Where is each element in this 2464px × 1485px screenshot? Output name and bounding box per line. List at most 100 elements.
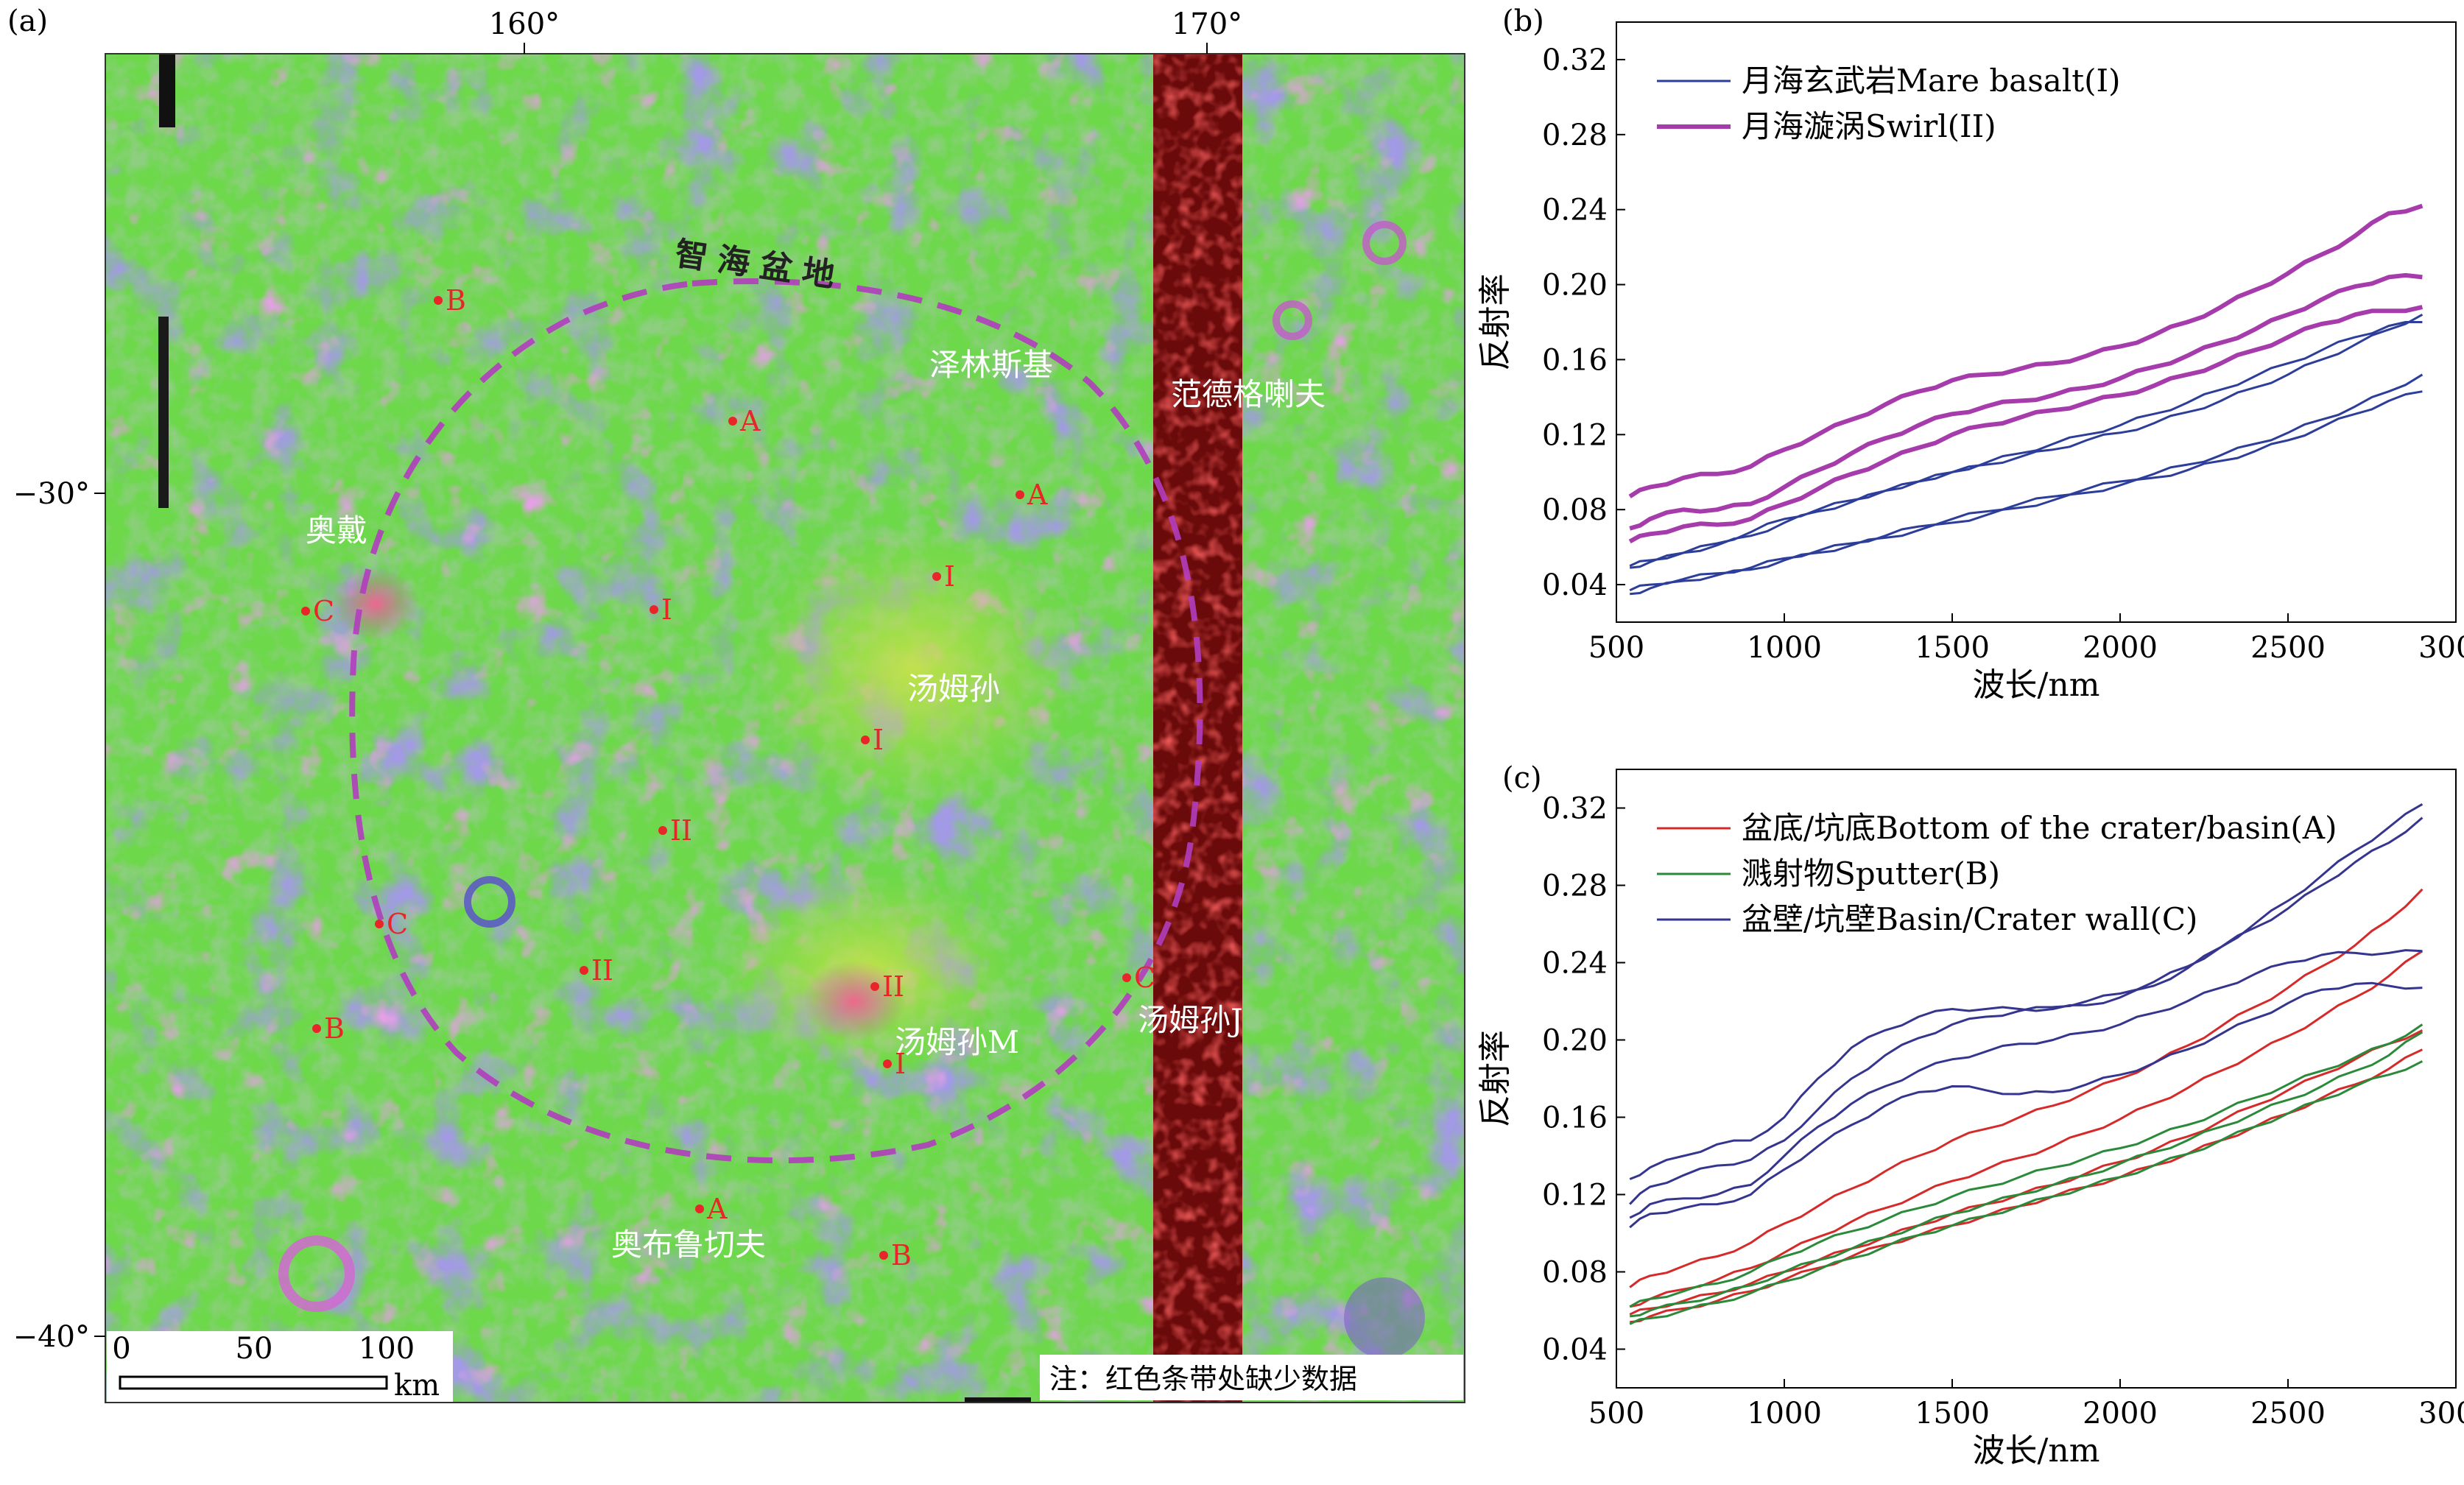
map-frame [105,53,1465,1403]
scale-bar-line [119,1375,388,1390]
scale-unit: km [394,1369,440,1403]
sample-point-dot [861,736,870,744]
y-tick-label: 0.12 [1542,418,1608,452]
map-lon-axis: 160° 170° [489,7,1242,54]
x-axis-label: 波长/nm [1973,1432,2100,1470]
y-tick-label: 0.08 [1542,1256,1608,1290]
place-name-obruchev: 奥布鲁切夫 [611,1227,766,1263]
sample-point-dot [932,572,941,581]
scale-tick-label: 100 [359,1332,415,1366]
x-tick-label: 2500 [2250,631,2326,665]
scale-tick-label: 50 [236,1332,273,1366]
sample-point: A [1015,479,1048,511]
panel-label-b: (b) [1502,4,1544,38]
x-tick-label: 1000 [1747,1397,1822,1431]
sample-point-dot [1122,973,1131,982]
sample-point-label: B [446,284,466,317]
sample-point: A [728,405,761,437]
series-line-II [1628,203,2423,498]
series-line-II [1629,272,2423,531]
legend-label: 盆壁/坑壁Basin/Crater wall(C) [1742,901,2197,937]
legend-label: 月海漩涡Swirl(II) [1742,108,1996,144]
sample-point: C [301,595,334,627]
series-line-II [1628,305,2423,544]
y-tick-label: 0.32 [1542,792,1608,826]
y-tick-label: 0.04 [1542,568,1608,602]
y-tick-label: 0.28 [1542,119,1608,152]
series-line-C [1629,949,2423,1219]
lat-tick-label: −30° [13,477,90,511]
series-line-C [1629,803,2423,1180]
x-tick-label: 3000 [2418,1397,2464,1431]
chart-c: 500 1000 1500 2000 2500 3000 0.04 0.08 0.12 0.16 0… [1476,769,2464,1470]
basin-rim-dashed [349,278,1203,1164]
sample-point-label: II [670,814,692,847]
sample-point-label: B [891,1239,912,1271]
sample-point: I [650,593,672,626]
image-artifact-strip [159,54,175,127]
series-line-B [1629,1023,2423,1308]
sample-point-dot [312,1024,321,1033]
place-name-thomson: 汤姆孙 [907,671,1000,707]
x-tick-label: 1000 [1747,631,1822,665]
series-line-I [1629,373,2423,592]
y-axis-label: 反射率 [1476,1030,1514,1127]
sample-point: I [883,1048,906,1080]
image-artifact-strip [158,317,169,508]
crater-ring [278,1235,355,1312]
y-tick-label: 0.20 [1542,269,1608,303]
swirl-pink-spot [803,961,906,1042]
x-tick-label: 3000 [2418,631,2464,665]
legend-label: 盆底/坑底Bottom of the crater/basin(A) [1742,810,2337,846]
crater-ring [1344,1277,1425,1358]
data-gap-note: 注：红色条带处缺少数据 [1040,1355,1463,1400]
sample-point-label: C [1134,962,1155,994]
sample-point-label: II [591,954,613,987]
sample-point-dot [728,417,737,426]
series-line-B [1630,1031,2423,1318]
series-line-I [1630,390,2423,596]
x-tick-label: 500 [1588,1397,1644,1431]
sample-point-dot [879,1251,888,1260]
crater-ring [464,876,515,928]
lon-tick-label: 170° [1172,7,1242,41]
thomson-bright-area [744,523,1083,817]
lon-tick-label: 160° [489,7,560,41]
x-tick-label: 2000 [2083,1397,2158,1431]
sample-point-label: I [661,593,672,626]
sample-point-dot [883,1059,892,1068]
x-tick-label: 2500 [2250,1397,2326,1431]
sample-point-label: I [944,560,955,593]
crater-ring [1273,300,1312,340]
x-tick-label: 500 [1588,631,1644,665]
sample-point-dot [580,966,588,975]
series-line-A [1629,888,2423,1288]
sample-point-label: A [1027,479,1048,511]
y-tick-label: 0.32 [1542,43,1608,77]
sample-point-label: A [739,405,761,437]
place-name-o-day: 奥戴 [306,512,367,549]
crater-ring [1362,221,1407,265]
place-name-thomson-m: 汤姆孙M [895,1024,1019,1060]
place-name-zelinskiy: 泽林斯基 [929,347,1053,383]
image-artifact-strip [965,1397,1031,1403]
y-tick-label: 0.16 [1542,1101,1608,1135]
sample-point: C [1122,962,1155,994]
map-lat-axis: −30° −40° [13,477,105,1354]
sample-point-dot [695,1204,704,1213]
scale-tick-label: 0 [112,1332,130,1366]
place-names: 泽林斯基 范德格喇夫 奥戴 汤姆孙 汤姆孙M 汤姆孙J 奥布鲁切夫 [306,347,1326,1263]
map-panel: 160° 170° −30° −40° 智海盆地 泽林斯基 范德格喇夫 奥戴 汤… [13,7,1465,1403]
legend-label: 溅射物Sputter(B) [1742,856,2000,892]
sample-point: B [879,1239,912,1271]
panel-label-a: (a) [7,4,48,38]
place-name-van-de-graaff: 范德格喇夫 [1171,376,1326,412]
sample-point: A [695,1193,728,1225]
y-tick-label: 0.24 [1542,947,1608,981]
note-text: 注：红色条带处缺少数据 [1049,1363,1357,1395]
sample-point: II [658,814,692,847]
series-line-B [1629,1060,2423,1325]
sample-point-label: A [706,1193,728,1225]
